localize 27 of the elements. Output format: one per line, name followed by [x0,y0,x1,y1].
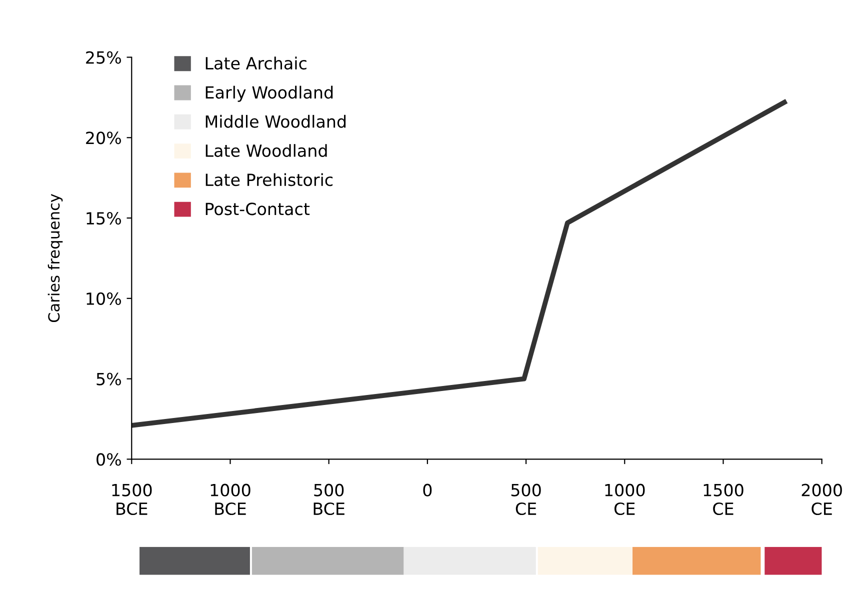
x-tick-label: 500 CE [511,484,541,516]
x-tick-label: 1500 CE [704,484,744,516]
x-tick-label: 1000 CE [605,484,645,516]
legend-label: Post-Contact [206,202,310,216]
legend-label: Late Archaic [206,56,306,70]
bar [764,546,822,575]
y-tick-label: 10% [86,292,121,305]
x-tick-label: 0 [423,484,432,496]
x-tick-label: 500 BCE [314,484,344,516]
x-tick-label: 1500 BCE [112,484,152,516]
bar [538,546,633,575]
bar [252,546,404,575]
y-tick-label: 5% [96,372,121,386]
legend-label: Early Woodland [206,86,333,102]
bar [404,546,536,575]
x-tick-label: 1000 BCE [210,484,250,516]
y-tick-label: 15% [86,212,121,225]
y-tick-label: 0% [96,453,121,466]
legend-label: Late Woodland [206,144,327,157]
legend-label: Late Prehistoric [206,173,333,186]
bar [140,546,250,575]
legend-label: Middle Woodland [206,114,346,128]
y-axis-title: Caries frequency [48,194,63,322]
bar [632,546,761,575]
y-tick-label: 20% [86,132,121,144]
x-tick-label: 2000 CE [802,484,842,516]
y-tick-label: 25% [86,51,121,64]
